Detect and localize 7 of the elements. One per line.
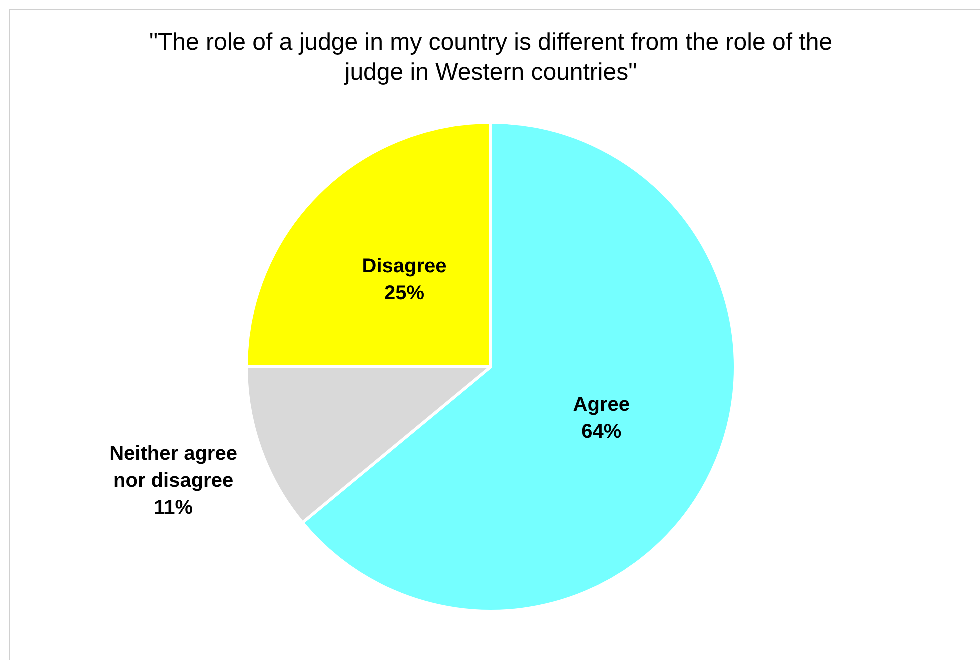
data-label: 25% [384,282,425,305]
chart-title: "The role of a judge in my country is different from the role of the judge in Western countries" [148,28,834,88]
slice-label: Agree [573,394,630,416]
slice-label: Neither agree nor disagree [110,442,238,492]
data-label: 64% [582,421,622,444]
data-label: 11% [154,496,194,519]
slice-label: Disagree [362,256,447,278]
